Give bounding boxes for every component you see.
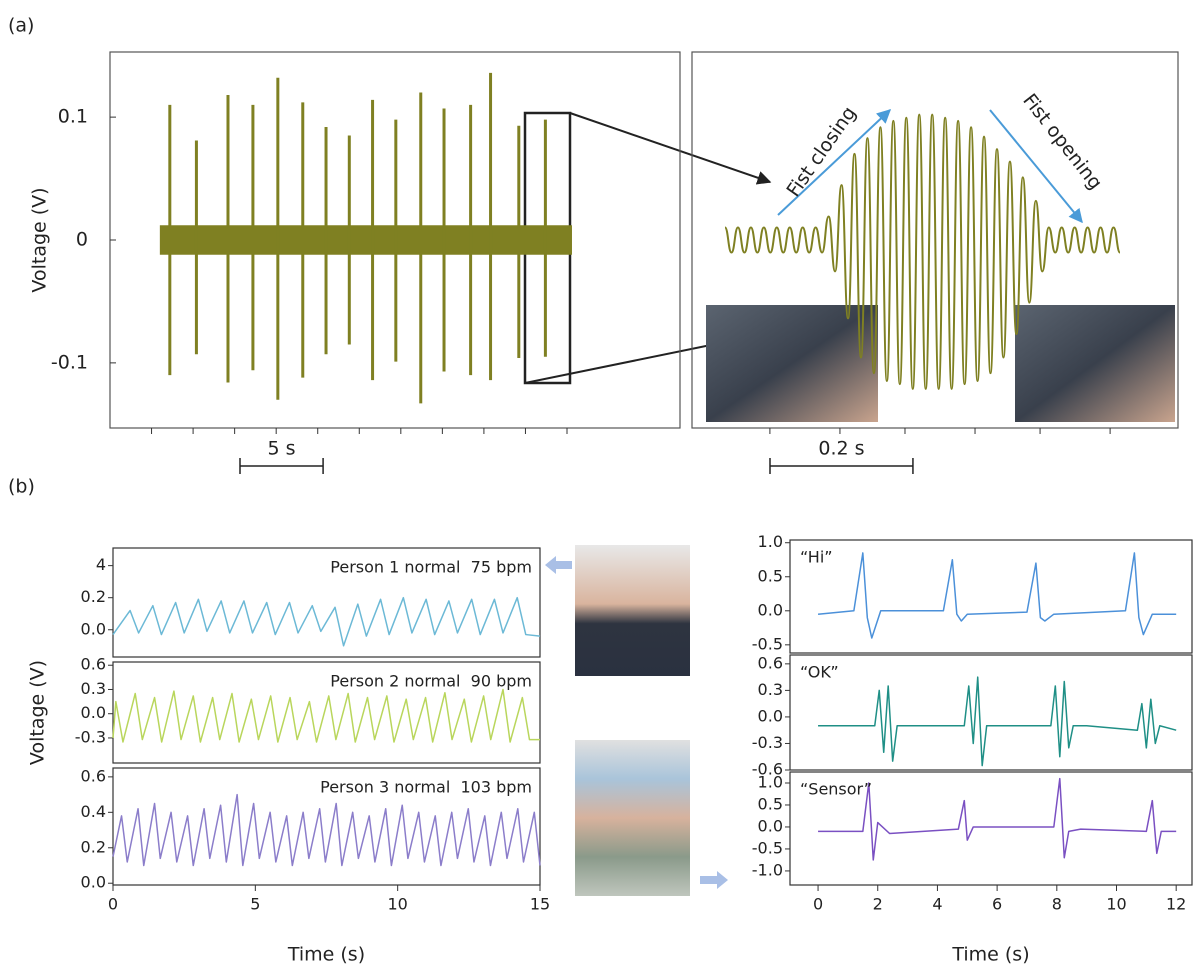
y-tick-labels: 1.0 0.5 0.0 -0.5 (752, 532, 783, 653)
x-tick-label: 15 (530, 895, 550, 914)
x-tick-label: 10 (1106, 895, 1126, 914)
y-tick-label: 0.3 (81, 679, 106, 698)
y-tick-label: 0.2 (81, 587, 106, 606)
y-tick-labels: 0.4 0.2 0.0 (81, 555, 106, 638)
photo (575, 545, 690, 676)
pointer-arrow (700, 871, 728, 889)
annotation: Person 1 normal 75 bpm (330, 558, 532, 577)
plot-frame (112, 767, 541, 886)
zoom-arrow (569, 112, 772, 185)
y-tick-labels: 0.6 0.3 0.0 -0.3 -0.6 (752, 653, 783, 778)
signal (112, 793, 541, 867)
y-tick-label: 0.6 (81, 655, 106, 674)
plot-frame (789, 539, 1193, 654)
signal (112, 688, 540, 743)
y-tick-label: 0.0 (758, 706, 783, 725)
photo (1015, 305, 1175, 422)
signal (112, 596, 541, 647)
x-tick-label: 0 (813, 895, 823, 914)
panel: 0.6 0.3 0.0 -0.3 Voltage (V) Person 2 normal … (27, 655, 541, 765)
annotation: “OK” (800, 663, 839, 682)
signal (817, 552, 1177, 639)
y-tick-label: -0.3 (75, 727, 106, 746)
scale-bar (239, 458, 324, 474)
plot-frame (691, 51, 1179, 429)
annotation: Fist closing (783, 102, 861, 201)
x-tick-label: 10 (387, 895, 407, 914)
pointer-arrow (545, 556, 572, 574)
y-tick-label: 0.2 (81, 837, 106, 856)
y-axis-label: Voltage (V) (27, 660, 49, 765)
annotation: “Hi” (800, 548, 833, 567)
panel-label: (b) (8, 476, 35, 498)
y-tick-label: 0.4 (81, 555, 106, 574)
plot-frame (789, 654, 1193, 771)
y-tick-label: 0.0 (81, 703, 106, 722)
x-axis-label: Time (s) (951, 944, 1029, 966)
scale-bar-label: 5 s (268, 438, 296, 460)
annotation: Person 3 normal 103 bpm (320, 778, 532, 797)
y-tick-label: -0.6 (752, 760, 783, 779)
y-tick-label: 0.4 (81, 802, 106, 821)
panel: 1.0 0.5 0.0 -0.5 “Hi” (752, 532, 1193, 654)
plot-frame (112, 661, 541, 764)
panel: 0.6 0.4 0.2 0.00 5 10 15 Time (s) Person 3 norma… (81, 766, 551, 965)
y-tick-label: -0.3 (752, 733, 783, 752)
waveform (724, 113, 1121, 390)
x-tick-label: 6 (992, 895, 1002, 914)
plot-frame (112, 547, 541, 658)
x-tick-label: 0 (108, 895, 118, 914)
annotation: Person 2 normal 90 bpm (330, 672, 532, 691)
x-tick-label: 5 (250, 895, 260, 914)
y-tick-label: -0.5 (752, 838, 783, 857)
plot-frame (789, 771, 1193, 886)
y-axis-label: Voltage (V) (29, 187, 51, 292)
signal (818, 777, 1177, 861)
y-tick-label: 1.0 (758, 772, 783, 791)
panel: 0.1 0 -0.1 Voltage (V) 5 s (29, 51, 681, 474)
x-tick-label: 2 (873, 895, 883, 914)
annotation: “Sensor” (800, 780, 872, 799)
y-tick-label: 1.0 (758, 532, 783, 551)
y-tick-label: 0.6 (81, 766, 106, 785)
scale-bar (769, 458, 914, 474)
panel-label: (a) (8, 15, 34, 37)
y-tick-label: 0.1 (58, 106, 88, 128)
y-tick-label: -0.1 (51, 351, 88, 373)
annotation: Fist opening (1018, 90, 1106, 194)
y-tick-labels: 0.1 0 -0.1 (51, 106, 88, 374)
signal (818, 676, 1177, 767)
trend-arrow (989, 109, 1083, 224)
y-tick-label: 0.0 (81, 873, 106, 892)
y-tick-labels: 0.6 0.4 0.2 0.0 (81, 766, 106, 891)
panel: 1.0 0.5 0.0 -0.5 -1.0 0 2 4 6 8 10 12 Time (s) “Senso… (752, 771, 1193, 966)
y-tick-label: 0 (76, 229, 88, 251)
x-axis-label: Time (s) (287, 944, 365, 966)
y-tick-labels: 0.6 0.3 0.0 -0.3 (75, 655, 106, 747)
y-tick-label: -0.5 (752, 634, 783, 653)
scale-bar-label: 0.2 s (818, 438, 864, 460)
panel: 0.4 0.2 0.0 Person 1 normal 75 bpm (81, 547, 541, 658)
panel: 0.6 0.3 0.0 -0.3 -0.6 “OK” (752, 653, 1193, 779)
y-tick-label: 0.0 (758, 600, 783, 619)
y-tick-label: 0.5 (758, 566, 783, 585)
y-tick-label: 0.6 (758, 653, 783, 672)
x-tick-label: 12 (1166, 895, 1186, 914)
baseline-noise (159, 225, 572, 255)
y-tick-label: 0.5 (758, 794, 783, 813)
photo (706, 305, 878, 422)
y-tick-label: 0.0 (81, 619, 106, 638)
y-tick-label: 0.3 (758, 680, 783, 699)
photo (575, 740, 690, 896)
x-tick-label: 4 (932, 895, 942, 914)
trend-arrow (777, 109, 892, 216)
y-tick-label: -1.0 (752, 860, 783, 879)
y-tick-label: 0.0 (758, 816, 783, 835)
x-tick-label: 8 (1052, 895, 1062, 914)
y-tick-labels: 1.0 0.5 0.0 -0.5 -1.0 (752, 772, 783, 879)
